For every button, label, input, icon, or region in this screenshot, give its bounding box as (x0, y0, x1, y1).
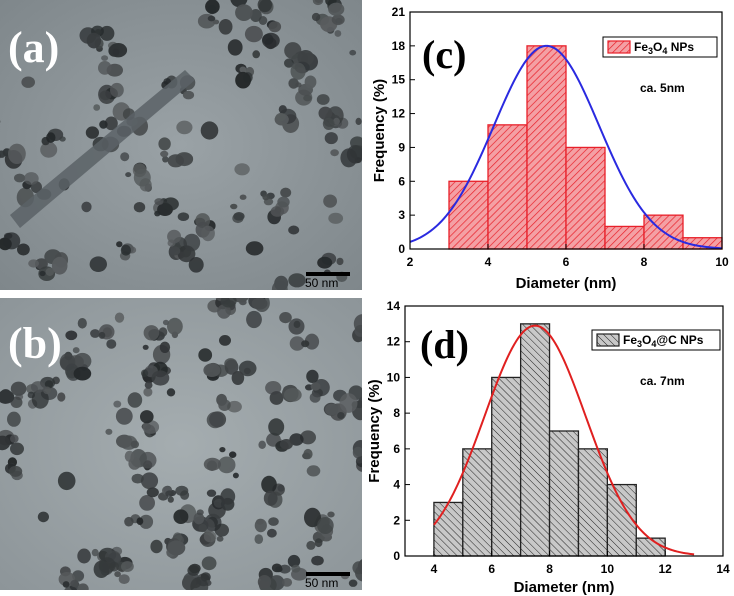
x-tick-label-c-2: 6 (563, 255, 570, 269)
x-tick-label-d-1: 6 (488, 562, 495, 576)
histogram-bar-c-5 (643, 214, 684, 250)
legend-d-tail: @C NPs (656, 333, 703, 347)
legend-c-fe: Fe (634, 40, 648, 54)
legend-box-d (591, 329, 721, 351)
panel-label-d: (d) (420, 322, 469, 367)
histogram-bar-c-0 (448, 180, 489, 250)
y-tick-label-d-6: 12 (387, 335, 401, 349)
y-tick-label-c-4: 12 (392, 107, 406, 121)
histogram-bar-c-4 (604, 225, 645, 250)
histogram-bar-c-2 (526, 45, 567, 250)
x-axis-label-d: Diameter (nm) (514, 579, 615, 596)
y-tick-label-d-2: 4 (393, 478, 400, 492)
x-tick-label-d-5: 14 (716, 562, 730, 576)
histogram-bar-d-2 (491, 376, 522, 557)
y-tick-label-d-0: 0 (393, 549, 400, 563)
y-tick-label-c-0: 0 (398, 242, 405, 256)
x-tick-label-d-3: 10 (601, 562, 615, 576)
panel-label-b: (b) (8, 319, 62, 368)
tem-image-a (0, 0, 362, 290)
y-tick-label-d-5: 10 (387, 370, 401, 384)
x-tick-label-c-4: 10 (715, 255, 729, 269)
legend-label-c: Fe3O4 NPs (634, 40, 694, 56)
annotation-d: ca. 7nm (640, 374, 685, 388)
legend-d-fe: Fe (623, 333, 637, 347)
tem-image-a-graphic (0, 0, 362, 290)
legend-c: Fe3O4 NPs (602, 36, 718, 58)
tem-image-b-graphic (0, 298, 362, 590)
scale-label-b: 50 nm (305, 576, 339, 590)
y-tick-label-c-2: 6 (398, 174, 405, 188)
y-axis-label-d: Frequency (%) (366, 379, 383, 482)
x-tick-label-d-0: 4 (431, 562, 438, 576)
y-tick-label-d-3: 6 (393, 442, 400, 456)
histogram-bar-d-4 (548, 430, 580, 557)
histogram-bar-c-1 (487, 124, 528, 250)
histogram-bar-d-5 (577, 448, 609, 557)
histogram-bar-d-0 (433, 501, 464, 557)
y-tick-label-d-1: 2 (393, 513, 400, 527)
legend-box-c (602, 36, 718, 58)
legend-c-sub1: 3 (648, 46, 653, 56)
panel-label-a: (a) (8, 23, 60, 72)
histogram-bar-d-6 (606, 483, 637, 557)
plot-frame-c (409, 11, 723, 250)
y-tick-label-c-1: 3 (398, 208, 405, 222)
scale-bar-b (306, 572, 350, 576)
histogram-bar-d-3 (519, 323, 551, 557)
legend-d-o: O (642, 333, 651, 347)
legend-c-tail: NPs (667, 40, 694, 54)
legend-d-sub1: 3 (637, 339, 642, 349)
panel-label-c: (c) (422, 32, 466, 77)
x-axis-label-c: Diameter (nm) (516, 275, 617, 292)
legend-d: Fe3O4@C NPs (591, 329, 721, 351)
legend-d-sub2: 4 (651, 339, 656, 349)
x-tick-label-c-3: 8 (641, 255, 648, 269)
annotation-c: ca. 5nm (640, 81, 685, 95)
legend-c-sub2: 4 (662, 46, 667, 56)
y-tick-label-d-7: 14 (387, 299, 401, 313)
legend-label-d: Fe3O4@C NPs (623, 333, 704, 349)
x-tick-label-d-4: 12 (659, 562, 673, 576)
plot-frame-d (404, 305, 724, 557)
legend-c-o: O (653, 40, 662, 54)
y-tick-label-c-3: 9 (398, 140, 405, 154)
y-axis-label-c: Frequency (%) (371, 79, 388, 182)
x-tick-label-c-1: 4 (485, 255, 492, 269)
tem-image-b (0, 298, 362, 590)
legend-swatch-c (607, 40, 631, 54)
y-tick-label-d-4: 8 (393, 406, 400, 420)
legend-swatch-d (596, 333, 620, 347)
y-tick-label-c-5: 15 (392, 73, 406, 87)
scale-label-a: 50 nm (305, 276, 339, 290)
histogram-bar-c-6 (682, 237, 723, 250)
histogram-bar-d-1 (462, 448, 493, 557)
y-tick-label-c-6: 18 (392, 39, 406, 53)
x-tick-label-d-2: 8 (546, 562, 553, 576)
x-tick-label-c-0: 2 (407, 255, 414, 269)
histogram-bar-d-7 (635, 537, 666, 557)
scale-bar-a (306, 272, 350, 276)
y-tick-label-c-7: 21 (392, 5, 406, 19)
gaussian-fit-curve-c (409, 44, 723, 250)
gaussian-fit-curve-d (433, 324, 695, 556)
histogram-bar-c-3 (565, 146, 606, 250)
